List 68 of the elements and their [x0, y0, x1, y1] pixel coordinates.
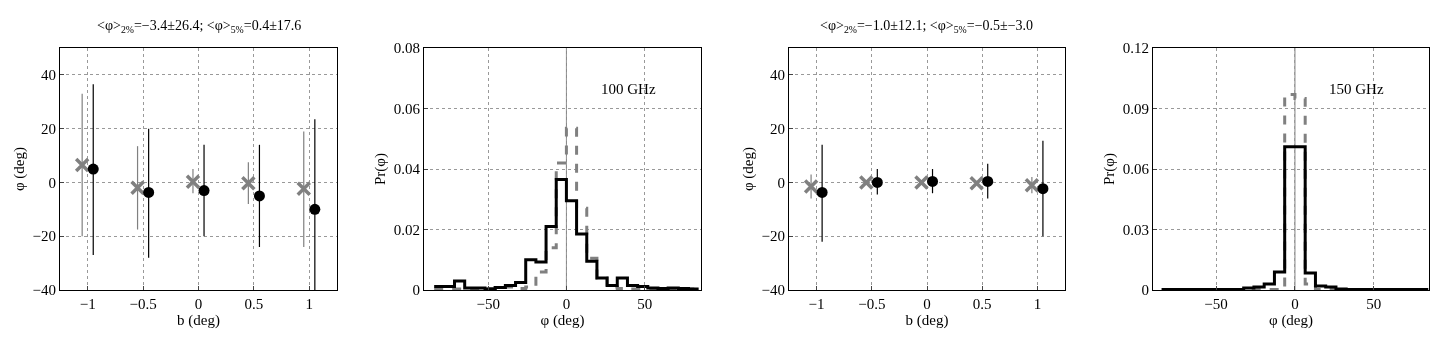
- point: [198, 185, 210, 197]
- chart-title: <φ>$_{2%}$=−1.0±12.1; <φ>$_{5%}$=−0.5±−3.0: [820, 18, 1034, 35]
- x-tick-label: 50: [1366, 296, 1382, 313]
- point: [803, 178, 819, 195]
- x-tick-label: 0: [923, 296, 931, 313]
- y-tick-label: 0.08: [393, 40, 420, 57]
- y-tick-label: 0.02: [393, 221, 420, 238]
- y-tick-label: 0.04: [393, 161, 421, 178]
- x-tick-label: −50: [1204, 296, 1228, 313]
- y-tick-label: 0: [1141, 282, 1149, 299]
- point: [1024, 177, 1040, 193]
- y-tick-label: −20: [32, 228, 56, 245]
- chart-title: <φ>$_{2%}$=−3.4±26.4; <φ>$_{5%}$=0.4±17.6: [97, 18, 302, 35]
- y-tick-label: 40: [770, 67, 785, 84]
- point: [927, 175, 939, 187]
- annotation: 100 GHz: [601, 81, 656, 97]
- x-tick-label: 0: [562, 296, 571, 313]
- point: [858, 174, 875, 191]
- y-tick-label: −40: [32, 282, 56, 299]
- point: [913, 174, 930, 191]
- y-tick-label: −40: [761, 282, 785, 299]
- y-tick-label: 20: [41, 120, 56, 137]
- x-tick-label: 50: [637, 296, 653, 313]
- y-tick-label: 0: [412, 282, 420, 299]
- y-tick-label: 0.12: [1122, 40, 1149, 57]
- y-tick-label: 40: [41, 67, 56, 84]
- x-tick-label: 0.5: [244, 296, 264, 313]
- x-tick-label: 0: [1291, 296, 1299, 313]
- point: [253, 190, 265, 202]
- y-axis-title: Pr(φ): [372, 153, 389, 186]
- y-axis-title: φ (deg): [739, 146, 757, 192]
- y-tick-label: −20: [761, 228, 785, 245]
- point: [87, 163, 99, 175]
- x-tick-label: 1: [1033, 296, 1042, 313]
- point: [816, 186, 828, 198]
- x-axis-title: φ (deg): [540, 312, 585, 330]
- x-axis-title: b (deg): [177, 312, 220, 330]
- point: [982, 175, 994, 187]
- x-axis-title: φ (deg): [1268, 312, 1314, 330]
- y-axis-title: φ (deg): [10, 146, 28, 192]
- point: [309, 203, 321, 215]
- y-axis-title: Pr(φ): [1101, 153, 1118, 186]
- x-tick-label: 0: [194, 296, 203, 313]
- point: [185, 173, 201, 190]
- x-tick-label: −0.5: [129, 296, 157, 313]
- point: [871, 176, 883, 188]
- point: [968, 175, 985, 192]
- point: [143, 186, 155, 198]
- y-tick-label: 0.03: [1122, 221, 1149, 238]
- y-tick-label: 0.09: [1122, 100, 1149, 117]
- x-tick-label: −1: [808, 296, 825, 313]
- point: [129, 180, 146, 196]
- y-tick-label: 0.06: [393, 100, 421, 117]
- y-tick-label: 0.06: [1122, 161, 1150, 178]
- x-axis-title: b (deg): [905, 312, 949, 330]
- x-tick-label: −1: [79, 296, 96, 313]
- x-tick-label: −0.5: [858, 296, 886, 313]
- y-tick-label: 0: [777, 174, 785, 191]
- x-tick-label: 1: [305, 296, 314, 313]
- point: [1037, 183, 1049, 195]
- annotation: 150 GHz: [1329, 81, 1384, 97]
- point: [240, 175, 257, 192]
- point: [74, 157, 90, 173]
- point: [296, 180, 312, 197]
- x-tick-label: 0.5: [972, 296, 992, 313]
- y-tick-label: 20: [770, 120, 785, 137]
- x-tick-label: −50: [476, 296, 500, 313]
- y-tick-label: 0: [48, 174, 56, 191]
